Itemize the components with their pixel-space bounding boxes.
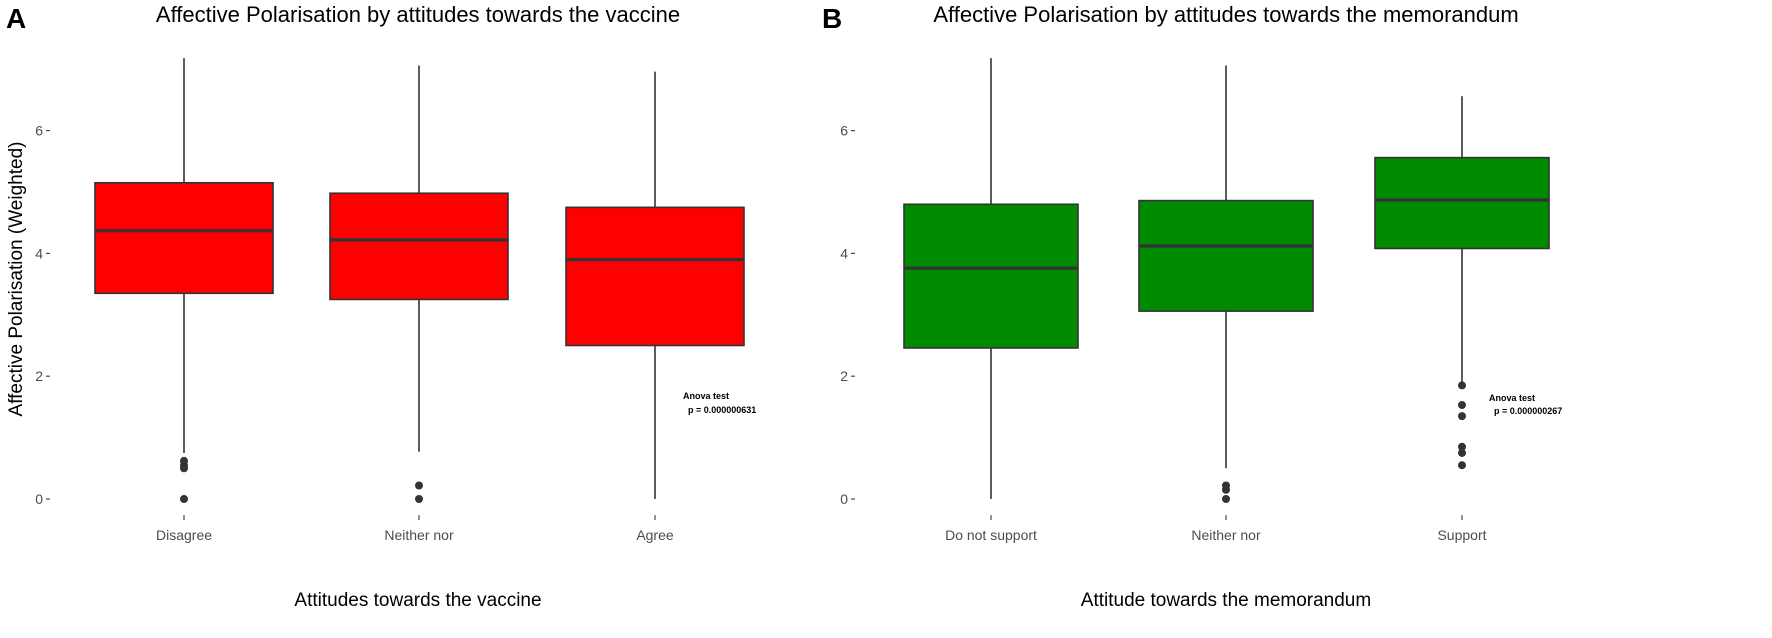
panel-b-box bbox=[1138, 199, 1314, 312]
panel-b-box bbox=[1374, 156, 1550, 250]
panel-b-outlier-point bbox=[1458, 442, 1466, 451]
panel-b-outlier-point bbox=[1458, 381, 1466, 390]
panel-a-box bbox=[565, 206, 745, 347]
panel-b-outlier-point bbox=[1458, 412, 1466, 421]
panel-a-ytick-label: 6 bbox=[35, 123, 43, 139]
panel-b-box bbox=[903, 203, 1079, 349]
panel-a-outlier-point bbox=[415, 481, 423, 490]
panel-b-ytick-label: 2 bbox=[840, 368, 848, 384]
panel-a-title: Affective Polarisation by attitudes towa… bbox=[156, 2, 680, 27]
panel-b-ytick-label: 0 bbox=[840, 491, 848, 507]
panel-a-ytick-label: 2 bbox=[35, 368, 43, 384]
panel-b-outlier-point bbox=[1222, 495, 1230, 503]
panel-b-xtick-label: Neither nor bbox=[1191, 527, 1261, 543]
panel-b-plot: 0 2 4 6 Do not support Neither nor Support bbox=[840, 58, 1550, 543]
panel-a-label: A bbox=[6, 3, 26, 34]
panel-b-xtick-label: Support bbox=[1437, 527, 1486, 543]
panel-a-plot: 0 2 4 6 Disagree Neither nor Agree bbox=[35, 58, 745, 543]
panel-a-annotation-line1: Anova test bbox=[683, 391, 729, 401]
panel-b-ytick-label: 6 bbox=[840, 123, 848, 139]
panel-b-outlier-point bbox=[1458, 461, 1466, 470]
panel-b-title: Affective Polarisation by attitudes towa… bbox=[933, 2, 1518, 27]
panel-b-annotation-line1: Anova test bbox=[1489, 393, 1535, 403]
panel-b-outlier-point bbox=[1458, 401, 1466, 410]
panel-a-outlier-point bbox=[180, 464, 188, 473]
panel-a-ytick-label: 4 bbox=[35, 245, 43, 261]
panel-a-xtick-label: Neither nor bbox=[384, 527, 454, 543]
panel-a-box bbox=[329, 192, 509, 301]
panel-a-annotation-line2: p = 0.000000631 bbox=[688, 405, 756, 415]
panel-b-ytick-label: 4 bbox=[840, 245, 848, 261]
panel-a-outlier-point bbox=[415, 495, 423, 503]
panel-a-xlabel: Attitudes towards the vaccine bbox=[294, 590, 541, 611]
panel-b-outlier-point bbox=[1222, 485, 1230, 494]
panel-a-ylabel: Affective Polarisation (Weighted) bbox=[6, 142, 27, 417]
panel-b-xtick-label: Do not support bbox=[945, 527, 1037, 543]
panel-b-annotation-line2: p = 0.000000267 bbox=[1494, 406, 1562, 416]
panel-a-xtick-label: Agree bbox=[636, 527, 674, 543]
panel-b-label: B bbox=[822, 3, 842, 34]
panel-a-ytick-label: 0 bbox=[35, 491, 43, 507]
panel-b-xlabel: Attitude towards the memorandum bbox=[1081, 590, 1371, 611]
panel-a-outlier-point bbox=[180, 495, 188, 503]
panel-a-xtick-label: Disagree bbox=[156, 527, 212, 543]
panel-b-outlier-point bbox=[1458, 448, 1466, 457]
panel-a-box bbox=[94, 181, 274, 295]
